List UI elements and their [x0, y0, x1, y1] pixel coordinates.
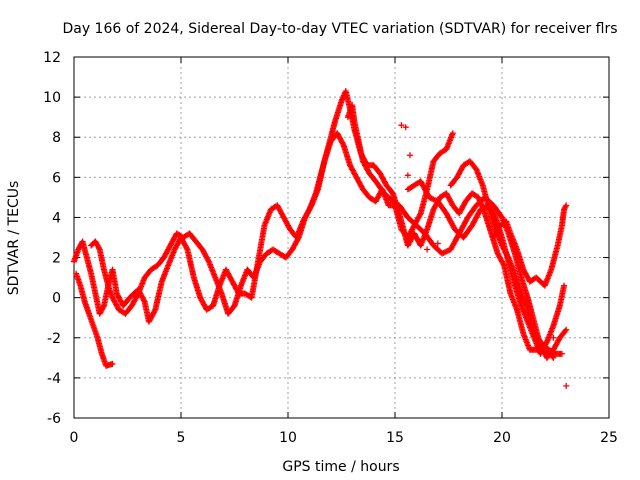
- x-tick-label: 15: [386, 430, 404, 446]
- x-tick-label: 5: [177, 430, 186, 446]
- y-tick-label: 10: [43, 90, 61, 106]
- data-point-track-g: [562, 203, 569, 210]
- data-point-isolated: [398, 122, 405, 129]
- data-point-track-a: [151, 308, 158, 315]
- data-point-track-d: [563, 326, 570, 333]
- x-tick-label: 0: [70, 430, 79, 446]
- plot-frame: [73, 56, 610, 419]
- y-tick-label: 2: [52, 251, 61, 267]
- data-point-track-c: [95, 245, 102, 252]
- data-point-track-c: [294, 235, 301, 242]
- data-point-isolated: [563, 382, 570, 389]
- y-tick-label: -6: [47, 411, 61, 427]
- x-tick-label: 10: [279, 430, 297, 446]
- y-tick-label: 12: [43, 50, 61, 66]
- data-point-track-c: [416, 211, 423, 218]
- x-tick-labels: 0 5 10 15 20 25: [70, 430, 618, 446]
- axis-ticks: [73, 56, 610, 419]
- data-point-track-g: [563, 202, 570, 209]
- y-tick-label: -2: [47, 331, 61, 347]
- data-point-track-b: [109, 360, 116, 367]
- y-tick-label: 8: [52, 130, 61, 146]
- y-tick-label: -4: [47, 371, 61, 387]
- data-point-track-f: [504, 253, 511, 260]
- data-point-track-a: [500, 261, 507, 268]
- y-tick-labels: -6 -4 -2 0 2 4 6 8 10 12: [43, 50, 61, 427]
- data-point-track-c: [307, 203, 314, 210]
- data-point-isolated: [404, 238, 411, 245]
- y-tick-label: 6: [52, 170, 61, 186]
- data-point-isolated: [424, 246, 431, 253]
- chart-title: Day 166 of 2024, Sidereal Day-to-day VTE…: [62, 21, 617, 37]
- data-point-track-a: [140, 297, 147, 304]
- data-point-track-a: [100, 304, 107, 311]
- data-point-track-c: [134, 291, 141, 298]
- data-point-isolated: [404, 172, 411, 179]
- data-point-track-f: [549, 353, 556, 360]
- data-point-isolated: [402, 124, 409, 131]
- data-point-track-c: [339, 140, 346, 147]
- data-point-isolated: [406, 152, 413, 159]
- y-axis-label: SDTVAR / TECUs: [6, 181, 22, 296]
- data-point-track-c: [205, 257, 212, 264]
- data-point-isolated: [434, 240, 441, 247]
- data-point-track-f: [550, 354, 557, 361]
- data-point-isolated: [533, 330, 540, 337]
- data-point-track-a: [183, 245, 190, 252]
- data-point-track-e: [561, 282, 568, 289]
- x-axis-label: GPS time / hours: [282, 459, 399, 475]
- x-tick-label: 20: [493, 430, 511, 446]
- data-markers: [71, 88, 570, 389]
- y-tick-label: 4: [52, 210, 61, 226]
- x-tick-label: 25: [600, 430, 618, 446]
- grid-lines: [74, 57, 609, 418]
- data-point-isolated: [550, 334, 557, 341]
- data-point-track-c: [449, 130, 456, 137]
- data-point-track-a: [558, 350, 565, 357]
- data-point-track-d: [562, 327, 569, 334]
- y-tick-label: 0: [52, 291, 61, 307]
